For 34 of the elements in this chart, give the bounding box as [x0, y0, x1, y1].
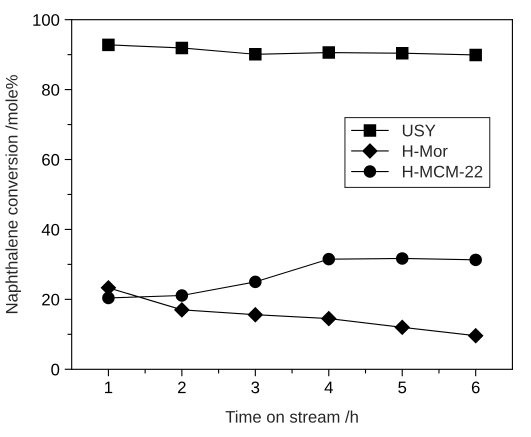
- point: [469, 254, 482, 266]
- y-tick-label: 100: [33, 14, 60, 26]
- point: [394, 320, 410, 335]
- point: [321, 311, 336, 326]
- point: [322, 252, 336, 266]
- point: [396, 46, 408, 60]
- point: [174, 302, 190, 318]
- y-axis-title: Naphthalene conversion /mole%: [5, 75, 21, 314]
- x-tick-label: 3: [251, 382, 260, 394]
- point: [322, 46, 336, 59]
- point: [249, 276, 262, 288]
- point: [176, 289, 188, 302]
- point: [249, 48, 262, 61]
- x-axis-title: Time on stream /h: [226, 410, 358, 423]
- point: [176, 42, 188, 54]
- y-tick-label: 60: [42, 154, 60, 166]
- point: [469, 48, 482, 62]
- y-tick-label: 80: [42, 84, 60, 96]
- point: [102, 38, 115, 52]
- x-tick-label: 1: [105, 382, 112, 394]
- point: [102, 292, 115, 304]
- x-tick-label: 5: [398, 382, 406, 394]
- legend-label: H-MCM-22: [402, 166, 482, 178]
- y-tick-label: 40: [42, 224, 60, 236]
- legend-label: H-Mor: [402, 145, 448, 157]
- x-tick-label: 6: [472, 382, 480, 394]
- y-tick-label: 0: [51, 364, 60, 376]
- y-tick-label: 20: [42, 294, 60, 306]
- point: [468, 328, 484, 344]
- x-tick-label: 2: [178, 382, 186, 394]
- x-tick-label: 4: [324, 382, 333, 394]
- point: [248, 307, 263, 322]
- point: [396, 252, 408, 265]
- legend-label: USY: [402, 124, 436, 136]
